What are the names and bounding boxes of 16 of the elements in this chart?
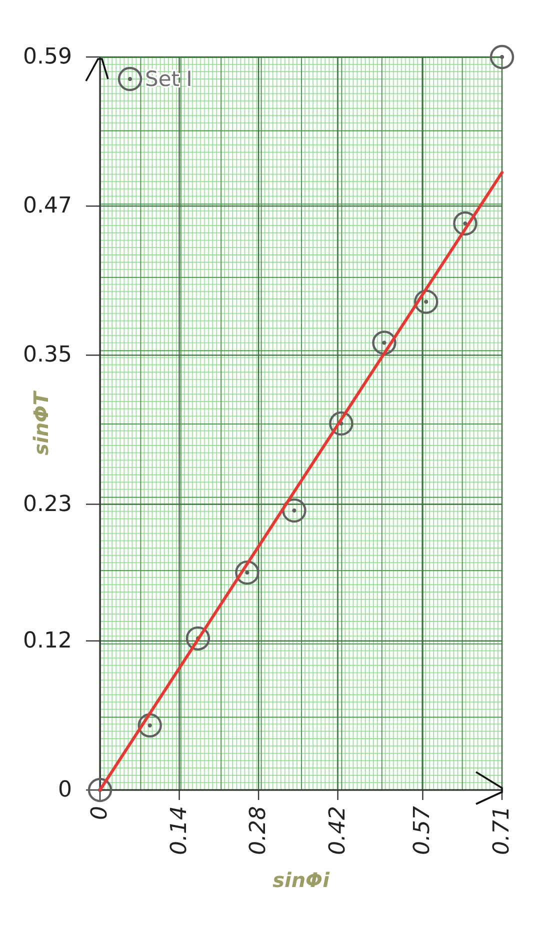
x-tick-label: 0.71 [490, 806, 514, 855]
x-tick-label: 0 [88, 806, 112, 820]
point [282, 498, 306, 523]
y-tick-label: 0.23 [23, 492, 72, 517]
y-tick-label: 0.35 [23, 342, 72, 368]
y-tick-label: 0.12 [23, 628, 72, 654]
x-tick-label: 0.14 [166, 806, 192, 855]
x-tick-label: 0.57 [410, 806, 436, 855]
point [490, 44, 514, 70]
x-axis-title: sinΦi [272, 868, 331, 892]
y-axis-title: sinΦT [29, 390, 53, 456]
x-tick-label: 0.42 [325, 806, 350, 855]
y-tick-label: 0.59 [23, 44, 72, 70]
x-tick-label: 0.28 [246, 806, 272, 855]
y-tick-label: 0 [58, 778, 72, 802]
y-tick-label: 0.47 [23, 194, 72, 219]
